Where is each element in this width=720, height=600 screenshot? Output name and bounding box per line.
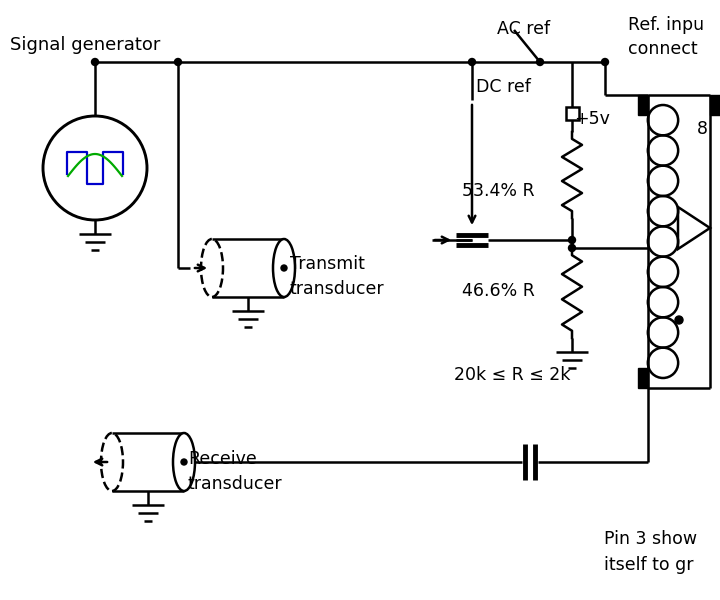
Text: +5v: +5v	[574, 110, 610, 128]
Text: 8: 8	[697, 120, 708, 138]
Circle shape	[174, 58, 181, 65]
Text: DC ref: DC ref	[476, 78, 531, 96]
Text: connect: connect	[628, 40, 698, 58]
Circle shape	[91, 58, 99, 65]
Text: itself to gr: itself to gr	[604, 556, 693, 574]
Text: Signal generator: Signal generator	[10, 36, 161, 54]
Text: Receive
transducer: Receive transducer	[188, 450, 283, 493]
Text: 53.4% R: 53.4% R	[462, 182, 535, 200]
Bar	[710, 95, 720, 115]
Circle shape	[469, 58, 475, 65]
Circle shape	[675, 316, 683, 324]
Bar	[638, 368, 648, 388]
Bar	[566, 107, 579, 120]
Circle shape	[601, 58, 608, 65]
Circle shape	[181, 459, 187, 465]
Circle shape	[569, 236, 575, 244]
Circle shape	[536, 58, 544, 65]
Circle shape	[569, 245, 575, 251]
Circle shape	[281, 265, 287, 271]
Text: AC ref: AC ref	[497, 20, 550, 38]
Bar	[638, 95, 648, 115]
Text: Transmit
transducer: Transmit transducer	[290, 255, 384, 298]
Text: 46.6% R: 46.6% R	[462, 282, 535, 300]
Text: Ref. inpu: Ref. inpu	[628, 16, 704, 34]
Ellipse shape	[173, 433, 195, 491]
Text: 20k ≤ R ≤ 2k: 20k ≤ R ≤ 2k	[454, 366, 570, 384]
Text: Pin 3 show: Pin 3 show	[604, 530, 697, 548]
Ellipse shape	[273, 239, 295, 297]
